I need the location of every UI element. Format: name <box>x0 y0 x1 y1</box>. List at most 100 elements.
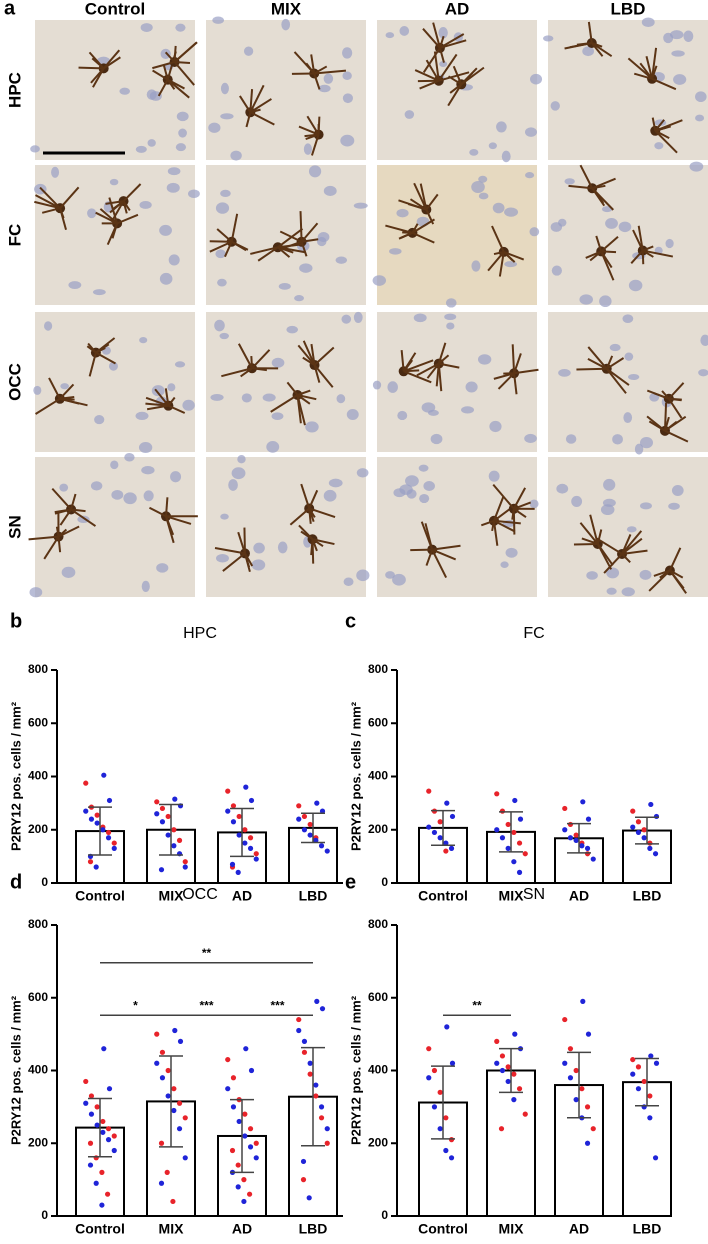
data-point <box>568 822 573 827</box>
data-point <box>636 819 641 824</box>
nucleus <box>446 322 454 329</box>
nucleus <box>586 571 598 580</box>
data-point <box>105 1192 110 1197</box>
process <box>601 251 616 252</box>
x-tick-label: Control <box>75 1221 125 1237</box>
x-tick-label: Control <box>418 1221 468 1237</box>
data-point <box>518 817 523 822</box>
nucleus <box>136 412 149 420</box>
y-tick-label: 600 <box>28 990 48 1004</box>
data-point <box>449 1155 454 1160</box>
data-point <box>568 1046 573 1051</box>
nucleus <box>148 139 156 147</box>
row-header: OCC <box>5 363 24 401</box>
nucleus <box>342 47 352 58</box>
data-point <box>494 1061 499 1066</box>
data-point <box>654 814 659 819</box>
data-point <box>248 1144 253 1149</box>
data-point <box>426 789 431 794</box>
data-point <box>302 814 307 819</box>
data-point <box>249 798 254 803</box>
data-point <box>178 1039 183 1044</box>
micrograph <box>206 17 366 161</box>
nucleus <box>139 442 152 453</box>
process <box>166 497 167 516</box>
nucleus <box>405 475 419 486</box>
data-point <box>83 809 88 814</box>
data-point <box>88 1162 93 1167</box>
nucleus <box>160 273 173 285</box>
nucleus <box>324 490 337 502</box>
data-point <box>166 832 171 837</box>
y-tick-label: 200 <box>368 822 388 836</box>
data-point <box>443 848 448 853</box>
micrograph <box>548 312 708 455</box>
data-point <box>449 846 454 851</box>
nucleus <box>279 283 291 290</box>
nucleus <box>461 406 474 413</box>
data-point <box>242 827 247 832</box>
nucleus <box>446 298 457 307</box>
data-point <box>106 1137 111 1142</box>
nucleus <box>500 561 508 568</box>
nucleus <box>489 421 501 432</box>
data-point <box>183 864 188 869</box>
data-point <box>654 1061 659 1066</box>
y-tick-label: 600 <box>368 715 388 729</box>
data-point <box>95 1104 100 1109</box>
data-point <box>301 1177 306 1182</box>
data-point <box>231 1104 236 1109</box>
nucleus <box>506 548 518 558</box>
nucleus <box>622 314 633 323</box>
process <box>665 403 666 431</box>
data-point <box>426 1046 431 1051</box>
data-point <box>568 1075 573 1080</box>
data-point <box>101 1046 106 1051</box>
data-point <box>94 864 99 869</box>
x-tick-label: AD <box>569 1221 589 1237</box>
data-point <box>231 1075 236 1080</box>
data-point <box>653 1155 658 1160</box>
data-point <box>307 1195 312 1200</box>
data-point <box>308 822 313 827</box>
nucleus <box>393 488 405 497</box>
data-point <box>237 814 242 819</box>
micrograph-bg <box>206 457 366 597</box>
nucleus <box>305 421 318 432</box>
data-point <box>511 830 516 835</box>
nucleus <box>168 167 181 175</box>
nucleus <box>62 567 76 578</box>
nucleus <box>215 249 225 258</box>
nucleus <box>266 441 279 453</box>
data-point <box>171 827 176 832</box>
data-point <box>159 1141 164 1146</box>
data-point <box>450 1061 455 1066</box>
y-tick-label: 800 <box>28 662 48 676</box>
nucleus <box>431 434 443 444</box>
y-tick-label: 200 <box>28 822 48 836</box>
data-point <box>171 843 176 848</box>
data-point <box>302 1050 307 1055</box>
y-axis-label: P2RY12 pos. cells / mm² <box>348 995 363 1145</box>
data-point <box>630 1072 635 1077</box>
chart-title: OCC <box>182 886 218 903</box>
nucleus <box>698 369 708 376</box>
data-point <box>99 1170 104 1175</box>
nucleus <box>263 394 276 402</box>
data-point <box>443 1115 448 1120</box>
data-point <box>500 835 505 840</box>
column-header: AD <box>445 0 470 18</box>
nucleus <box>119 88 130 95</box>
data-point <box>112 840 117 845</box>
x-tick-label: LBD <box>633 888 662 904</box>
y-tick-label: 800 <box>368 662 388 676</box>
nucleus <box>124 453 134 462</box>
data-point <box>580 799 585 804</box>
nucleus <box>386 32 395 38</box>
nucleus <box>392 574 406 586</box>
nucleus <box>444 314 456 320</box>
nucleus <box>336 257 347 264</box>
nucleus <box>673 74 686 85</box>
nucleus <box>347 409 359 420</box>
data-point <box>231 803 236 808</box>
